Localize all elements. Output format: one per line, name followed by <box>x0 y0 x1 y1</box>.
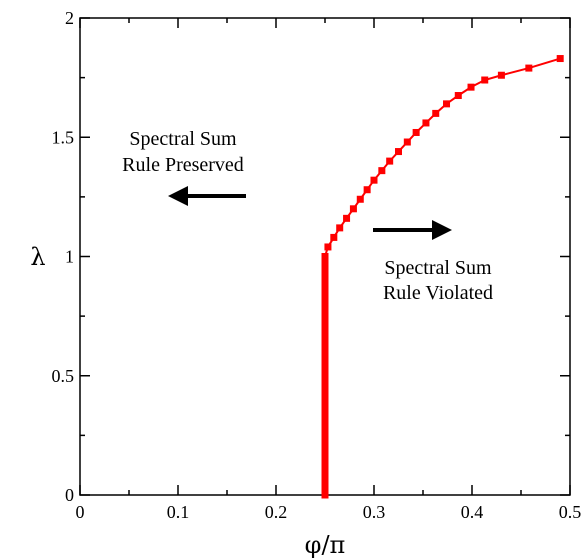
x-tick-label: 0.4 <box>461 502 484 522</box>
data-point <box>432 109 440 117</box>
data-point <box>321 276 329 284</box>
data-point <box>386 157 394 165</box>
data-point <box>321 485 329 493</box>
data-point <box>356 195 364 203</box>
data-point <box>321 443 329 451</box>
data-point <box>321 479 329 487</box>
data-point <box>321 413 329 421</box>
data-point <box>321 282 329 290</box>
data-point <box>497 71 505 79</box>
annotation-violated-line1: Spectral Sum <box>384 257 492 279</box>
data-point <box>321 294 329 302</box>
data-point <box>321 330 329 338</box>
data-point <box>378 167 386 175</box>
data-point <box>321 360 329 368</box>
x-tick-label: 0.5 <box>559 502 582 522</box>
annotation-violated-line2: Rule Violated <box>383 282 493 304</box>
data-point <box>321 306 329 314</box>
data-point <box>321 336 329 344</box>
data-point <box>321 384 329 392</box>
data-point <box>321 348 329 356</box>
data-point <box>556 55 564 63</box>
axis-tick-labels: 0 0.1 0.2 0.3 0.4 0.5 0 0.5 1 1.5 2 <box>52 8 582 522</box>
x-tick-label: 0.3 <box>363 502 386 522</box>
data-point <box>321 354 329 362</box>
arrow-left <box>168 186 246 206</box>
data-point <box>412 128 420 136</box>
data-point <box>321 300 329 308</box>
data-point <box>321 258 329 266</box>
data-point <box>321 467 329 475</box>
data-point <box>321 270 329 278</box>
data-point <box>321 253 329 260</box>
data-point <box>321 408 329 416</box>
data-point <box>343 214 351 222</box>
data-point <box>363 186 371 194</box>
annotation-preserved-line2: Rule Preserved <box>122 154 244 176</box>
data-point <box>321 288 329 296</box>
data-point <box>422 119 430 127</box>
data-point <box>467 83 475 91</box>
x-tick-label: 0 <box>76 502 85 522</box>
y-tick-label: 1 <box>65 247 74 267</box>
data-point <box>403 138 411 146</box>
data-point <box>321 366 329 374</box>
x-axis-label: φ/π <box>305 531 346 559</box>
data-point <box>454 92 462 100</box>
annotation-preserved-line1: Spectral Sum <box>129 128 237 150</box>
data-point <box>321 342 329 350</box>
series-group <box>321 55 564 499</box>
data-point <box>321 264 329 272</box>
data-point <box>321 419 329 427</box>
axis-ticks <box>79 17 571 496</box>
annotations: Spectral Sum Rule Preserved Spectral Sum… <box>122 128 493 304</box>
data-point <box>321 437 329 445</box>
data-point <box>336 224 344 232</box>
data-point <box>321 402 329 410</box>
data-point <box>395 148 402 156</box>
data-point <box>321 372 329 380</box>
data-point <box>321 390 329 398</box>
data-point <box>321 431 329 439</box>
data-point <box>321 473 329 481</box>
data-point <box>321 312 329 320</box>
data-point <box>321 425 329 433</box>
data-point <box>370 176 378 184</box>
x-tick-label: 0.2 <box>265 502 288 522</box>
data-point <box>481 76 489 84</box>
data-point <box>321 455 329 463</box>
y-axis-label: λ <box>30 243 45 271</box>
data-point <box>321 449 329 457</box>
data-point <box>321 491 329 499</box>
y-tick-label: 1.5 <box>52 127 75 147</box>
data-point <box>321 318 329 326</box>
arrow-right <box>373 220 452 240</box>
data-point <box>321 378 329 386</box>
data-point <box>321 461 329 469</box>
y-tick-label: 2 <box>65 8 74 28</box>
data-point <box>321 324 329 332</box>
data-point <box>443 100 451 108</box>
y-tick-label: 0.5 <box>52 366 75 386</box>
x-tick-label: 0.1 <box>167 502 190 522</box>
data-point <box>321 396 329 404</box>
data-point <box>349 205 357 213</box>
plot-area: 0 0.1 0.2 0.3 0.4 0.5 0 0.5 1 1.5 2 Spectral Sum R… <box>52 8 582 522</box>
data-point <box>330 233 338 241</box>
y-tick-label: 0 <box>65 485 74 505</box>
data-point <box>525 64 533 72</box>
data-point <box>324 243 332 251</box>
